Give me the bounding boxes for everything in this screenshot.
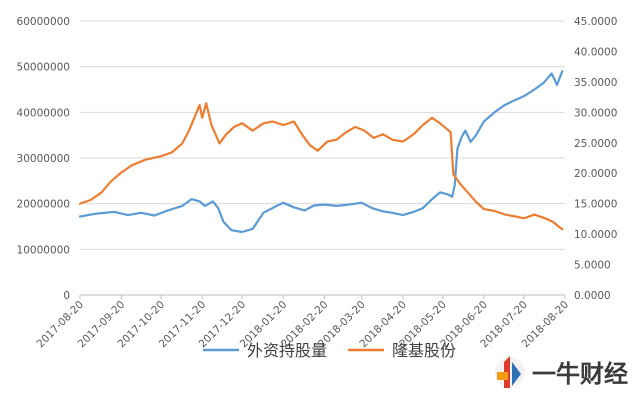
- legend-label: 隆基股份: [392, 341, 456, 360]
- right-y-tick-label: 20.0000: [574, 168, 617, 180]
- right-y-tick-label: 10.0000: [574, 229, 617, 241]
- left-y-tick-label: 60000000: [17, 16, 70, 28]
- right-y-tick-label: 25.0000: [574, 138, 617, 150]
- series-line-longi-price: [78, 102, 564, 231]
- series-lines: [78, 70, 564, 234]
- right-y-tick-label: 0.0000: [574, 290, 611, 302]
- legend-label: 外资持股量: [247, 341, 327, 360]
- series-line-foreign-holdings: [78, 70, 564, 234]
- left-y-tick-label: 40000000: [17, 107, 70, 119]
- right-y-tick-label: 45.0000: [574, 16, 617, 28]
- watermark-logo-shape: [512, 362, 521, 386]
- watermark-text: 一牛财经: [532, 360, 628, 388]
- right-y-tick-label: 15.0000: [574, 199, 617, 211]
- right-y-axis: 0.0000 5.0000 10.0000 15.0000 20.0000 25.0000…: [574, 16, 617, 302]
- left-y-axis: 0 10000000 20000000 30000000 40000000 5000000…: [17, 16, 70, 302]
- right-y-tick-label: 35.0000: [574, 77, 617, 89]
- right-y-tick-label: 5.0000: [574, 260, 611, 272]
- watermark-logo-shape: [497, 372, 508, 380]
- left-y-tick-label: 50000000: [17, 62, 70, 74]
- left-y-tick-label: 30000000: [17, 153, 70, 165]
- left-y-tick-label: 0: [63, 290, 70, 302]
- left-y-tick-label: 10000000: [17, 244, 70, 256]
- watermark: 一牛财经: [495, 356, 628, 388]
- legend: 外资持股量 隆基股份: [203, 341, 456, 360]
- left-y-tick-label: 20000000: [17, 199, 70, 211]
- right-y-tick-label: 30.0000: [574, 107, 617, 119]
- right-y-tick-label: 40.0000: [574, 46, 617, 58]
